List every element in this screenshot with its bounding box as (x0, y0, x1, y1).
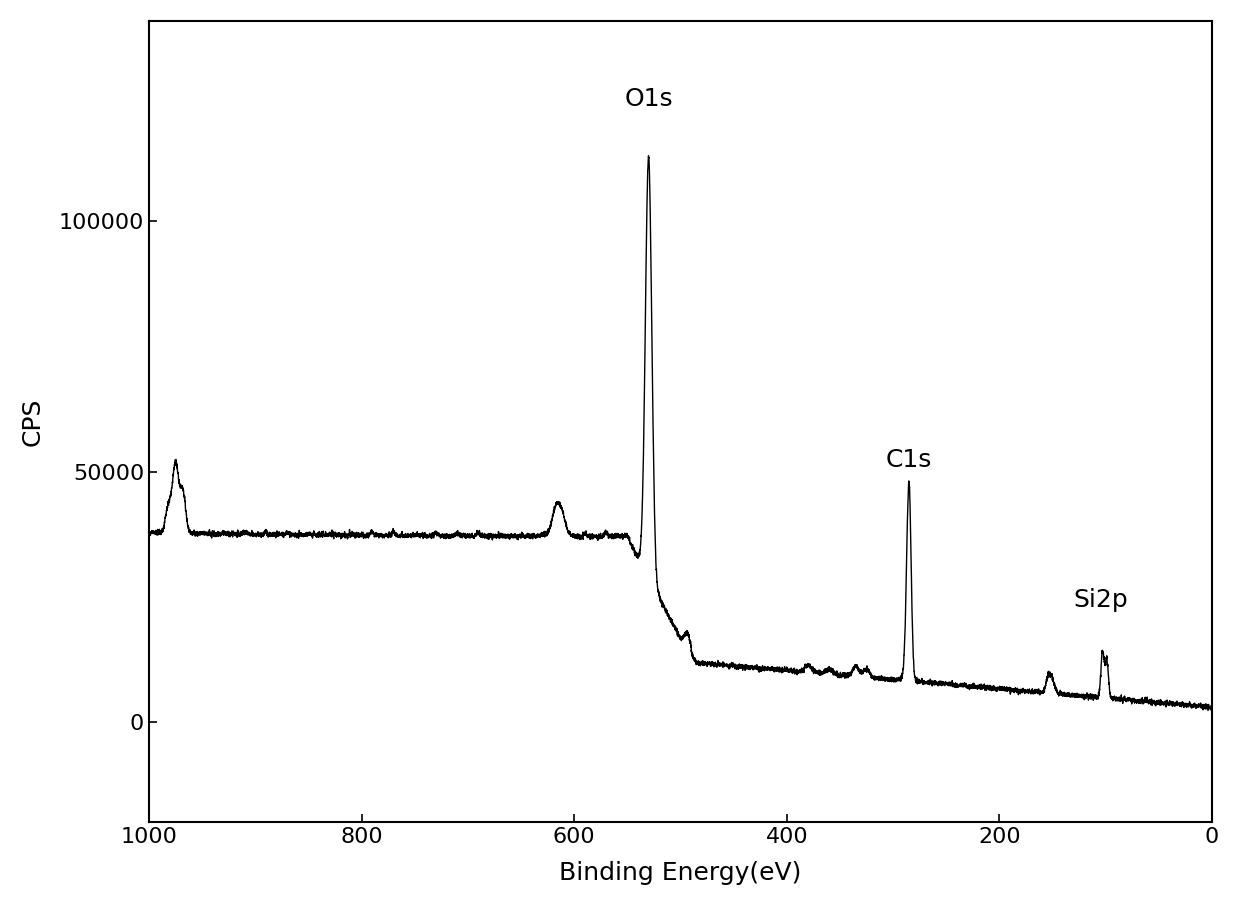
Text: C1s: C1s (885, 448, 932, 472)
Y-axis label: CPS: CPS (21, 398, 45, 446)
X-axis label: Binding Energy(eV): Binding Energy(eV) (559, 862, 802, 885)
Text: O1s: O1s (624, 87, 673, 111)
Text: Si2p: Si2p (1073, 588, 1128, 612)
